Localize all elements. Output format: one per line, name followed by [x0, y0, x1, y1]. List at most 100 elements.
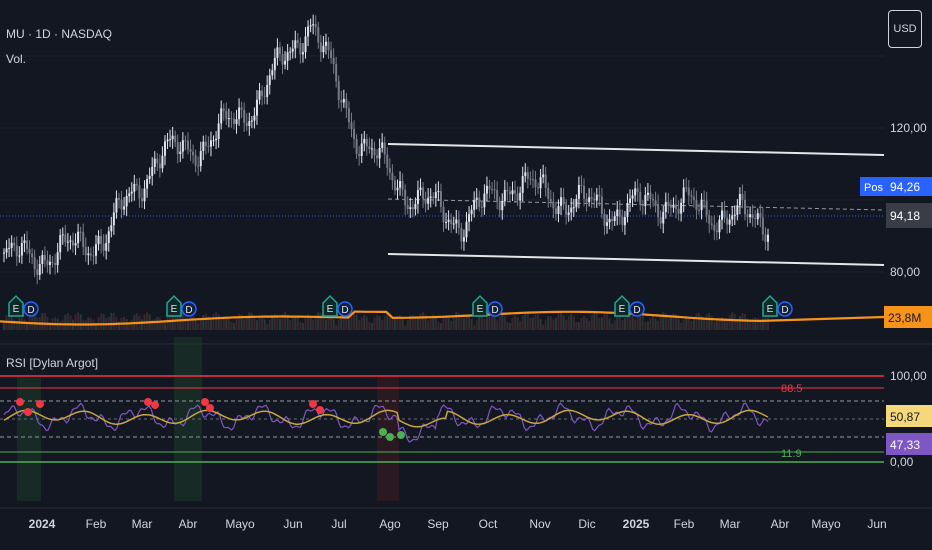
candle-body	[539, 177, 542, 189]
candle-body	[97, 235, 100, 245]
candle-body	[342, 99, 345, 103]
candle-body	[13, 242, 16, 246]
volume-bar	[447, 316, 450, 330]
volume-bar	[258, 316, 261, 330]
candle-body	[595, 194, 598, 201]
candle-body	[324, 41, 327, 46]
volume-bar	[583, 316, 586, 330]
candle-body	[657, 203, 660, 218]
volume-bar	[631, 315, 634, 330]
candle-body	[186, 140, 189, 150]
volume-bar	[480, 315, 483, 330]
volume-bar	[455, 312, 458, 330]
volume-bar	[301, 323, 304, 330]
volume-bar	[342, 314, 345, 330]
time-axis-label: Jul	[331, 517, 346, 531]
candle-body	[347, 108, 350, 123]
volume-bar	[508, 323, 511, 330]
rsi-signal-dots	[16, 398, 405, 441]
volume-bar	[646, 321, 649, 330]
volume-bar	[289, 320, 292, 330]
volume-bar	[299, 322, 302, 330]
price-tick-80: 80,00	[890, 265, 920, 279]
candle-body	[480, 206, 483, 208]
earnings-icon	[762, 294, 778, 317]
candle-body	[330, 50, 333, 58]
volume-bar	[432, 314, 435, 330]
volume-value-label: 23,8M	[888, 311, 921, 325]
volume-bar	[705, 314, 708, 330]
rsi-pane-title[interactable]: RSI [Dylan Argot]	[6, 356, 99, 370]
earnings-icon	[614, 294, 630, 317]
candle-body	[92, 255, 95, 257]
candle-body	[59, 235, 62, 253]
last-price-label: 94,26	[890, 180, 920, 194]
candle-body	[120, 199, 123, 210]
earnings-letter: E	[13, 304, 20, 315]
candle-body	[89, 253, 92, 256]
volume-bar	[465, 314, 468, 330]
currency-button[interactable]: USD	[888, 10, 922, 48]
candle-body	[506, 189, 509, 192]
candle-body	[335, 64, 338, 82]
candle-body	[112, 212, 115, 226]
channel-mid-line[interactable]	[387, 198, 885, 211]
candle-body	[723, 210, 726, 218]
rsi-upper-level-label: 88.5	[781, 383, 802, 395]
time-axis-label: Feb	[86, 517, 107, 531]
candle-body	[692, 196, 695, 201]
candle-body	[580, 185, 583, 187]
volume-bar	[700, 315, 703, 330]
price-channel[interactable]	[387, 143, 885, 266]
candle-body	[189, 149, 192, 152]
channel-upper-line[interactable]	[387, 143, 885, 156]
time-axis[interactable]: 2024 Feb Mar Abr Mayo Jun Jul Ago Sep Oct Nov Dic 20…	[29, 517, 887, 531]
candle-body	[652, 199, 655, 201]
overbought-dot	[16, 398, 24, 406]
volume-bar	[759, 321, 762, 330]
candle-body	[105, 242, 108, 251]
channel-lower-line[interactable]	[387, 253, 885, 266]
volume-bar	[613, 320, 616, 330]
candle-body	[616, 209, 619, 217]
volume-bar	[560, 312, 563, 330]
volume-bar	[687, 317, 690, 330]
candle-body	[534, 179, 537, 188]
candle-body	[166, 139, 169, 142]
candle-body	[759, 213, 762, 218]
volume-bar	[501, 314, 504, 330]
volume-bar	[291, 317, 294, 330]
candle-body	[148, 175, 151, 180]
volume-bar	[294, 315, 297, 330]
candle-body	[598, 194, 601, 197]
symbol-title[interactable]: MU · 1D · NASDAQ	[6, 27, 113, 41]
candle-body	[733, 214, 736, 216]
volume-bar	[519, 321, 522, 330]
candle-body	[232, 118, 235, 125]
volume-bar	[516, 317, 519, 330]
volume-bar	[332, 319, 335, 330]
candle-body	[685, 187, 688, 189]
overbought-dot	[309, 400, 317, 408]
volume-bar	[531, 317, 534, 330]
candle-body	[71, 240, 74, 246]
candle-body	[623, 217, 626, 226]
candle-body	[245, 122, 248, 127]
candle-body	[271, 70, 274, 76]
secondary-price-label: 94,18	[890, 209, 920, 223]
volume-bar	[491, 312, 494, 330]
volume-indicator-label[interactable]: Vol.	[6, 52, 27, 66]
overbought-dot	[144, 398, 152, 406]
candle-body	[636, 188, 639, 192]
earnings-icon	[8, 294, 24, 317]
candle-body	[537, 187, 540, 189]
volume-bar	[358, 320, 361, 330]
